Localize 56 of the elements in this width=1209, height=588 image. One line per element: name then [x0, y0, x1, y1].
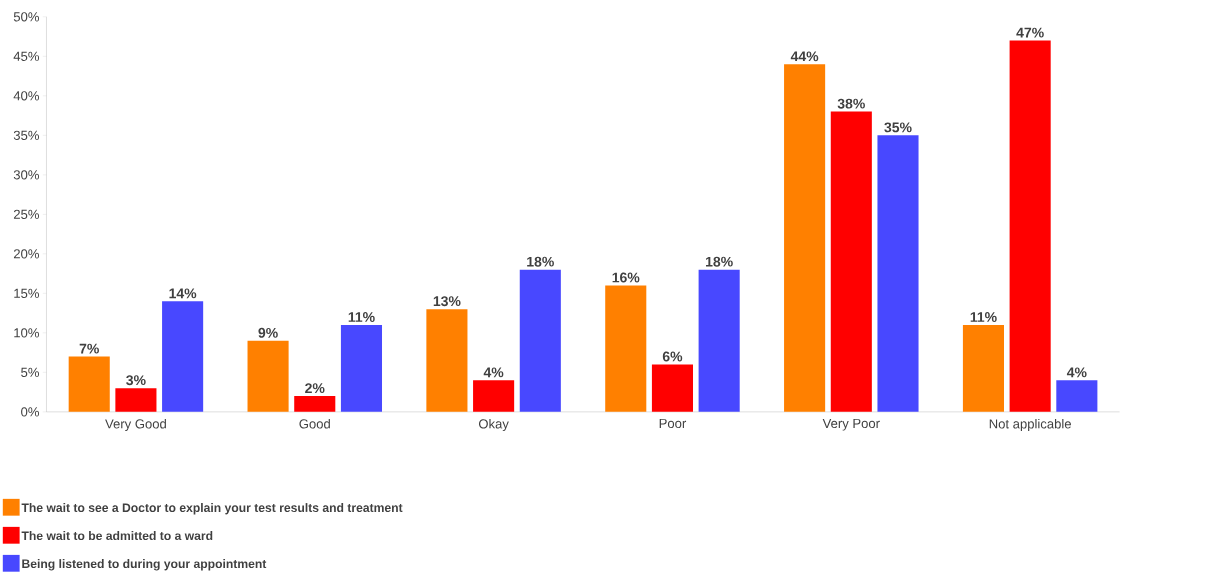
y-tick-label: 0%	[21, 407, 39, 417]
bar	[877, 135, 919, 412]
y-tick-label: 5%	[21, 367, 39, 377]
bar	[698, 269, 740, 412]
x-tick-label: Good	[299, 418, 330, 429]
bar	[162, 301, 204, 412]
data-label: 14%	[169, 288, 197, 299]
bar	[651, 364, 693, 412]
x-tick-label: Poor	[659, 418, 687, 428]
bar	[68, 356, 110, 412]
data-label: 35%	[884, 122, 912, 133]
bar	[605, 285, 647, 412]
y-tick-label: 20%	[13, 249, 39, 259]
bar	[426, 308, 468, 412]
bar	[247, 340, 289, 412]
data-label: 3%	[126, 375, 146, 385]
y-tick-label: 25%	[13, 209, 39, 219]
data-label: 13%	[433, 296, 461, 306]
data-label: 38%	[837, 98, 865, 109]
legend-label: The wait to be admitted to a ward	[21, 530, 213, 540]
legend-label: Being listened to during your appointment	[22, 558, 267, 571]
data-label: 6%	[662, 351, 683, 362]
data-label: 11%	[348, 311, 375, 322]
data-label: 11%	[970, 311, 997, 322]
y-tick-label: 15%	[14, 288, 39, 298]
bar	[830, 111, 872, 412]
x-tick-label: Very Poor	[822, 418, 880, 431]
legend-label: The wait to see a Doctor to explain your test results and treatment	[21, 502, 403, 515]
x-tick-label: Not applicable	[989, 418, 1071, 431]
bar	[784, 64, 826, 412]
data-label: 4%	[483, 367, 504, 378]
data-label: 9%	[258, 327, 278, 338]
data-label: 44%	[790, 51, 819, 62]
bar	[1056, 380, 1098, 412]
bar	[473, 380, 515, 412]
data-label: 7%	[79, 343, 99, 354]
bar	[115, 387, 157, 412]
bar	[1009, 40, 1051, 412]
data-label: 18%	[706, 256, 733, 267]
x-tick-label: Very Good	[105, 418, 166, 431]
y-tick-label: 45%	[13, 51, 39, 61]
data-label: 16%	[612, 272, 640, 283]
data-label: 18%	[527, 256, 554, 267]
data-label: 4%	[1066, 367, 1087, 378]
data-label: 2%	[305, 382, 325, 393]
y-tick-label: 10%	[14, 328, 39, 338]
y-tick-label: 50%	[13, 11, 39, 22]
y-tick-label: 35%	[13, 130, 39, 140]
y-tick-label: 30%	[13, 170, 39, 180]
bar	[340, 324, 383, 412]
y-tick-label: 40%	[13, 91, 39, 101]
bar	[519, 269, 561, 412]
data-label: 47%	[1016, 27, 1044, 38]
bar	[962, 324, 1004, 412]
x-tick-label: Okay	[478, 418, 509, 431]
bar	[294, 395, 336, 412]
